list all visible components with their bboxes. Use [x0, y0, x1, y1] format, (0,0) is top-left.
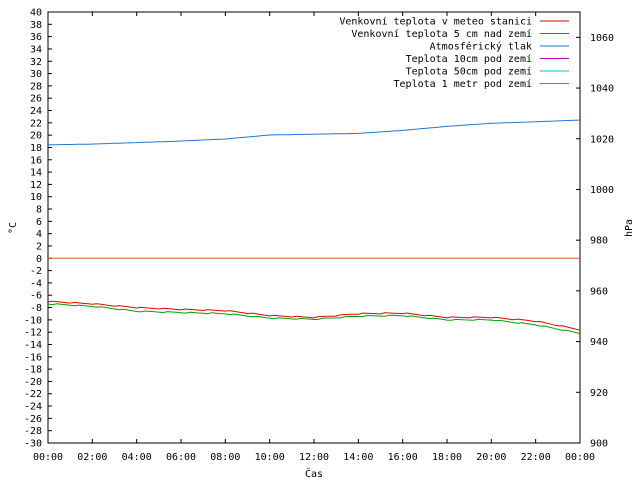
y-right-tick-label: 900 [590, 439, 608, 450]
x-tick-label: 20:00 [476, 452, 506, 463]
y-left-tick-label: 30 [30, 69, 42, 80]
y-left-tick-label: -12 [24, 328, 42, 339]
x-tick-label: 16:00 [388, 452, 418, 463]
y-left-tick-label: 6 [36, 217, 42, 228]
legend-label: Teplota 10cm pod zemí [406, 53, 532, 65]
y-left-tick-label: 0 [36, 254, 42, 265]
y-left-tick-label: 20 [30, 131, 42, 142]
x-tick-label: 18:00 [432, 452, 462, 463]
x-tick-label: 10:00 [255, 452, 285, 463]
x-tick-label: 00:00 [33, 452, 63, 463]
series-line [48, 119, 581, 146]
y-axis-label-left: °C [8, 222, 19, 234]
y-left-tick-label: -2 [30, 266, 42, 277]
x-tick-label: 00:00 [565, 452, 595, 463]
x-tick-label: 12:00 [299, 452, 329, 463]
series-line [47, 300, 581, 331]
y-left-tick-label: -18 [24, 365, 42, 376]
series-line [47, 303, 581, 335]
y-left-tick-label: 14 [30, 168, 42, 179]
y-right-tick-label: 940 [590, 337, 608, 348]
legend: Venkovní teplota v meteo staniciVenkovní… [339, 16, 569, 90]
y-left-tick-label: -28 [24, 426, 42, 437]
y-left-tick-label: 4 [36, 229, 42, 240]
y-left-tick-label: -22 [24, 389, 42, 400]
y-left-tick-label: 38 [30, 20, 42, 31]
right-axis-ticks: 1060 1040 1020 1000 980 960 940 920 900 [576, 33, 614, 450]
y-left-tick-label: 36 [30, 32, 42, 43]
x-tick-label: 14:00 [343, 452, 373, 463]
y-left-tick-label: -8 [30, 303, 42, 314]
y-left-tick-label: 12 [30, 180, 42, 191]
y-left-tick-label: 2 [36, 241, 42, 252]
y-left-tick-label: -6 [30, 291, 42, 302]
y-left-tick-label: -14 [24, 340, 42, 351]
y-right-tick-label: 960 [590, 286, 608, 297]
x-tick-label: 04:00 [122, 452, 152, 463]
legend-label: Teplota 1 metr pod zemí [394, 78, 532, 90]
x-axis-label: Čas [305, 467, 323, 480]
y-left-tick-label: -26 [24, 414, 42, 425]
y-right-tick-label: 1020 [590, 134, 614, 145]
y-left-tick-label: 34 [30, 44, 42, 55]
left-axis-ticks: 4038363432302826242220181614121086420-2-… [24, 8, 52, 450]
y-left-tick-label: -10 [24, 315, 42, 326]
y-left-tick-label: -20 [24, 377, 42, 388]
y-left-tick-label: -30 [24, 439, 42, 450]
x-tick-label: 06:00 [166, 452, 196, 463]
y-left-tick-label: 8 [36, 205, 42, 216]
y-right-tick-label: 1060 [590, 33, 614, 44]
y-left-tick-label: 16 [30, 155, 42, 166]
y-left-tick-label: 28 [30, 81, 42, 92]
legend-label: Venkovní teplota 5 cm nad zemí [351, 28, 532, 40]
y-right-tick-label: 980 [590, 236, 608, 247]
y-left-tick-label: 32 [30, 57, 42, 68]
y-right-tick-label: 1040 [590, 84, 614, 95]
x-tick-label: 08:00 [210, 452, 240, 463]
y-left-tick-label: -4 [30, 278, 42, 289]
x-tick-label: 22:00 [521, 452, 551, 463]
y-right-tick-label: 920 [590, 388, 608, 399]
y-axis-label-right: hPa [624, 219, 635, 237]
y-left-tick-label: 26 [30, 94, 42, 105]
series-lines [47, 119, 581, 335]
x-tick-label: 02:00 [77, 452, 107, 463]
y-left-tick-label: 24 [30, 106, 42, 117]
y-right-tick-label: 1000 [590, 185, 614, 196]
y-left-tick-label: 22 [30, 118, 42, 129]
y-left-tick-label: -24 [24, 402, 42, 413]
y-left-tick-label: 10 [30, 192, 42, 203]
legend-label: Teplota 50cm pod zemí [406, 66, 532, 78]
x-axis-ticks: 00:00 02:00 04:00 06:00 08:00 10:00 12:00 14:00… [33, 12, 595, 463]
y-left-tick-label: 40 [30, 8, 42, 19]
legend-label: Atmosférický tlak [430, 41, 532, 53]
y-left-tick-label: -16 [24, 352, 42, 363]
legend-label: Venkovní teplota v meteo stanici [339, 16, 532, 28]
y-left-tick-label: 18 [30, 143, 42, 154]
